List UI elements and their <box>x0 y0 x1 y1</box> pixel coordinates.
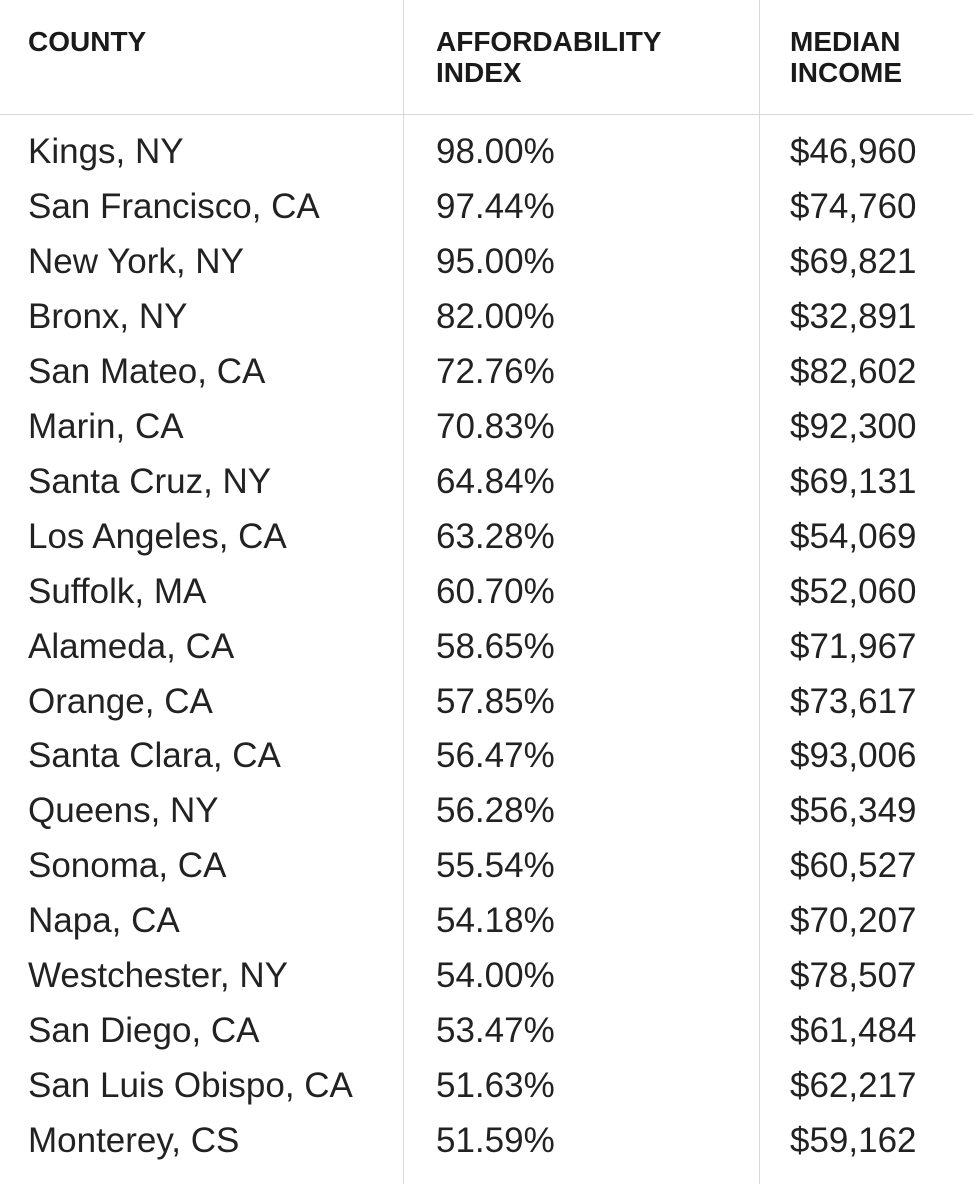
affordability-cell: 63.28% <box>436 516 555 556</box>
affordability-cell: 53.47% <box>436 1011 555 1051</box>
county-cell: San Francisco, CA <box>28 186 320 226</box>
income-cell: $69,821 <box>790 241 917 281</box>
income-cell: $69,131 <box>790 461 917 501</box>
income-cell: $73,617 <box>790 681 917 721</box>
column-header: MEDIAN INCOME <box>790 26 902 88</box>
income-cell: $74,760 <box>790 186 917 226</box>
column-divider <box>759 0 760 1184</box>
affordability-cell: 95.00% <box>436 241 555 281</box>
column-divider <box>403 0 404 1184</box>
income-cell: $71,967 <box>790 626 917 666</box>
income-cell: $62,217 <box>790 1066 917 1106</box>
affordability-cell: 54.18% <box>436 901 555 941</box>
county-cell: Los Angeles, CA <box>28 516 287 556</box>
affordability-cell: 98.00% <box>436 132 555 171</box>
income-cell: $92,300 <box>790 406 917 446</box>
income-cell: $61,484 <box>790 1011 917 1051</box>
income-cell: $52,060 <box>790 571 917 611</box>
county-cell: Suffolk, MA <box>28 571 207 611</box>
income-cell: $78,507 <box>790 956 917 996</box>
county-cell: Napa, CA <box>28 901 180 941</box>
income-cell: $54,069 <box>790 516 917 556</box>
header-divider <box>0 114 973 115</box>
affordability-cell: 54.00% <box>436 956 555 996</box>
affordability-cell: 56.47% <box>436 736 555 776</box>
county-cell: Kings, NY <box>28 132 184 171</box>
affordability-cell: 57.85% <box>436 681 555 721</box>
affordability-cell: 72.76% <box>436 351 555 391</box>
affordability-cell: 51.59% <box>436 1121 555 1161</box>
affordability-cell: 60.70% <box>436 571 555 611</box>
county-cell: Monterey, CS <box>28 1121 240 1161</box>
affordability-cell: 70.83% <box>436 406 555 446</box>
affordability-cell: 58.65% <box>436 626 555 666</box>
column-header: AFFORDABILITY INDEX <box>436 26 662 88</box>
affordability-cell: 55.54% <box>436 846 555 886</box>
income-cell: $60,527 <box>790 846 917 886</box>
income-cell: $56,349 <box>790 791 917 831</box>
income-cell: $59,162 <box>790 1121 917 1161</box>
county-cell: San Diego, CA <box>28 1011 260 1051</box>
county-cell: Orange, CA <box>28 681 213 721</box>
county-cell: San Luis Obispo, CA <box>28 1066 353 1106</box>
income-cell: $70,207 <box>790 901 917 941</box>
column-header: COUNTY <box>28 26 147 57</box>
affordability-cell: 97.44% <box>436 186 555 226</box>
county-cell: San Mateo, CA <box>28 351 266 391</box>
county-cell: Marin, CA <box>28 406 184 446</box>
county-cell: Santa Cruz, NY <box>28 461 272 501</box>
affordability-cell: 56.28% <box>436 791 555 831</box>
county-cell: Sonoma, CA <box>28 846 227 886</box>
income-cell: $93,006 <box>790 736 917 776</box>
county-cell: Bronx, NY <box>28 296 188 336</box>
affordability-cell: 51.63% <box>436 1066 555 1106</box>
county-cell: Queens, NY <box>28 791 219 831</box>
county-cell: Westchester, NY <box>28 956 289 996</box>
county-cell: Alameda, CA <box>28 626 235 666</box>
income-cell: $82,602 <box>790 351 917 391</box>
income-cell: $32,891 <box>790 296 917 336</box>
county-cell: New York, NY <box>28 241 244 281</box>
affordability-cell: 82.00% <box>436 296 555 336</box>
county-cell: Santa Clara, CA <box>28 736 281 776</box>
affordability-cell: 64.84% <box>436 461 555 501</box>
income-cell: $46,960 <box>790 132 917 171</box>
